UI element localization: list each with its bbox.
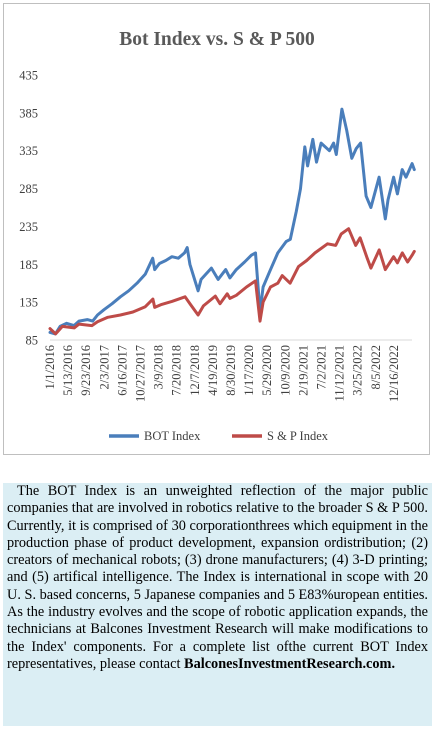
x-tick-label: 7/20/2018 bbox=[170, 345, 184, 396]
x-tick-label: 12/7/2018 bbox=[188, 345, 202, 396]
y-tick-label: 85 bbox=[26, 334, 39, 348]
chart-title: Bot Index vs. S & P 500 bbox=[119, 29, 315, 50]
x-tick-label: 1/17/2020 bbox=[242, 345, 256, 396]
legend-label: BOT Index bbox=[144, 429, 201, 443]
x-tick-label: 9/23/2016 bbox=[79, 345, 93, 396]
contact-link[interactable]: BalconesInvestmentResearch.com. bbox=[184, 655, 396, 672]
x-tick-label: 3/9/2018 bbox=[152, 345, 166, 389]
line-chart: Bot Index vs. S & P 500 85 135 185 235 285 33… bbox=[19, 29, 416, 443]
x-tick-label: 5/13/2016 bbox=[61, 345, 75, 396]
series-line bbox=[48, 107, 416, 336]
y-axis: 85 135 185 235 285 335 385 435 bbox=[19, 69, 38, 348]
x-tick-label: 8/5/2022 bbox=[369, 345, 383, 389]
y-tick-label: 185 bbox=[19, 258, 38, 272]
x-tick-label: 12/16/2022 bbox=[387, 345, 401, 402]
x-tick-label: 4/19/2019 bbox=[206, 345, 220, 396]
x-tick-label: 3/25/2022 bbox=[351, 345, 365, 396]
legend: BOT Index S & P Index bbox=[109, 429, 329, 443]
series-line bbox=[48, 227, 416, 336]
x-axis: 1/1/2016 5/13/2016 9/23/2016 2/3/2017 6/16/2… bbox=[43, 339, 412, 402]
y-tick-label: 135 bbox=[19, 296, 38, 310]
y-tick-label: 385 bbox=[19, 106, 38, 120]
legend-label: S & P Index bbox=[267, 429, 329, 443]
y-tick-label: 435 bbox=[19, 69, 38, 83]
y-tick-label: 235 bbox=[19, 220, 38, 234]
x-tick-label: 2/19/2021 bbox=[296, 345, 310, 396]
description-text: The BOT Index is an unweighted reflectio… bbox=[7, 483, 428, 672]
x-tick-label: 5/29/2020 bbox=[260, 345, 274, 396]
x-tick-label: 11/12/2021 bbox=[333, 345, 347, 401]
x-tick-label: 6/16/2017 bbox=[115, 345, 129, 396]
x-tick-label: 10/27/2017 bbox=[134, 345, 148, 402]
x-tick-label: 7/2/2021 bbox=[315, 345, 329, 389]
x-tick-label: 1/1/2016 bbox=[43, 345, 57, 389]
x-tick-label: 2/3/2017 bbox=[97, 345, 111, 389]
description-box: The BOT Index is an unweighted reflectio… bbox=[3, 483, 432, 726]
x-tick-label: 8/30/2019 bbox=[224, 345, 238, 396]
series-layer bbox=[48, 107, 416, 336]
x-tick-label: 10/9/2020 bbox=[278, 345, 292, 396]
chart-frame: Bot Index vs. S & P 500 85 135 185 235 285 33… bbox=[3, 3, 430, 455]
y-tick-label: 285 bbox=[19, 182, 38, 196]
y-tick-label: 335 bbox=[19, 144, 38, 158]
